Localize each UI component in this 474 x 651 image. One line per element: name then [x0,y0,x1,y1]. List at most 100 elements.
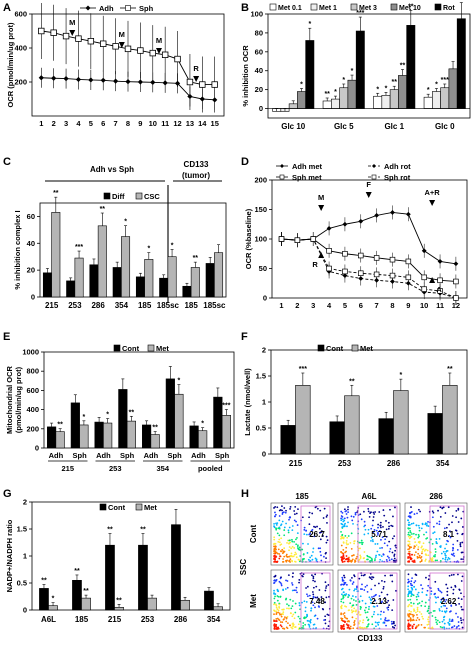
panel-h-dot [286,586,289,589]
panel-h-dot [429,611,432,614]
panel-h-xlabel: CD133 [358,634,383,643]
panel-h-dot [282,560,285,563]
panel-b-ytick-label: 20 [255,85,263,94]
panel-h-dot [294,505,297,508]
panel-g-star: ** [41,578,47,585]
panel-c-category-label: 286 [91,301,105,310]
panel-b-legend-swatch [350,3,358,11]
panel-h-dot [307,558,310,561]
panel-b-bar [398,75,407,109]
panel-h-dot [391,525,394,528]
panel-h-dot [287,555,289,558]
panel-h-dot [384,617,387,619]
panel-h-dot [279,621,282,623]
panel-h-dot [275,579,277,582]
panel-h-dot [435,618,437,621]
panel-b-legend-swatch [434,3,442,11]
panel-h-dot [367,528,370,531]
panel-h-dot [374,511,377,513]
panel-e-legend-label: Cont [122,344,140,353]
panel-h-dot [392,599,395,601]
panel-h-dot [287,574,290,576]
panel-h-dot [325,585,328,588]
panel-h-dot [441,626,444,629]
panel-h-dot [308,594,311,597]
panel-h-dot [298,602,301,604]
panel-h-dot [378,554,381,556]
panel-h-dot [347,560,350,563]
panel-h-dot [414,588,417,591]
panel-a-point [174,55,181,63]
panel-c-legend-label: CSC [144,192,160,201]
panel-h-percent-label: 2.13 [371,597,387,606]
panel-b-bar [305,40,315,109]
panel-h-dot [407,613,409,615]
panel-h-dot [365,616,368,619]
panel-d-xtick-label: 7 [375,301,379,310]
panel-b-star: * [300,81,303,88]
panel-h-dot [289,561,291,563]
panel-h-dot [285,579,287,582]
panel-h-dot [435,601,437,604]
panel-h-dot [324,552,327,555]
panel-h-plot-frame [270,502,334,566]
panel-h-dot [274,547,277,550]
panel-h-dot [350,547,353,550]
panel-h-dot [388,550,391,553]
panel-h-dot [276,595,279,597]
panel-c-bar [167,256,177,298]
panel-h-dot [408,613,411,615]
panel-h-dot [355,609,357,612]
panel-h-dot [358,600,361,603]
panel-h-column-label: A6L [361,492,376,501]
panel-h-dot [416,608,419,611]
panel-h-dot [421,600,424,603]
panel-h-dot [408,521,410,524]
panel-h-dot [327,625,330,627]
panel-h-dot [295,520,297,523]
panel-h-dot [413,554,416,556]
panel-d-xtick-label: 2 [295,301,299,310]
panel-c-category-label: 185 [138,301,152,310]
panel-h-dot [442,604,445,607]
panel-h-dot [342,613,345,615]
panel-h-dot [273,597,276,600]
panel-h-dot [460,517,463,520]
panel-h-dot [349,542,352,544]
panel-h-dot [289,554,292,557]
panel-d-point [294,237,301,243]
panel-d-annotation: A [436,285,442,294]
panel-h-dot [361,626,364,629]
panel-g-star: * [52,596,55,603]
panel-h-dot [305,529,307,532]
panel-a-annotation: M [69,18,75,27]
panel-h-dot [407,535,410,538]
panel-h-dot [360,574,363,577]
panel-a-point [75,76,82,83]
panel-h-dot [410,610,412,613]
panel-h-dot [374,556,377,559]
panel-h-dot [442,506,445,509]
panel-h-dot [420,604,423,607]
panel-h-dot [324,601,327,604]
panel-h-dot [377,623,380,626]
panel-h-dot [293,519,296,522]
panel-d-point [342,221,348,227]
panel-b-legend-label: Met 1 [319,5,337,12]
panel-g-bar [204,590,214,611]
panel-h-dot [308,625,311,628]
panel-e-star: *** [222,402,230,409]
panel-h-dot [278,519,281,522]
panel-h-dot [352,515,355,518]
panel-h-dot [342,597,344,600]
panel-h-dot [352,581,355,584]
panel-h-dot [407,588,410,591]
panel-h-dot [291,575,294,578]
panel-h-dot [351,583,354,585]
panel-h-dot [342,555,345,558]
panel-h-dot [281,520,284,523]
panel-c-legend-swatch [103,192,111,200]
panel-h-dot [316,596,318,599]
panel-h-dot [287,529,290,532]
panel-h-dot [306,615,308,618]
